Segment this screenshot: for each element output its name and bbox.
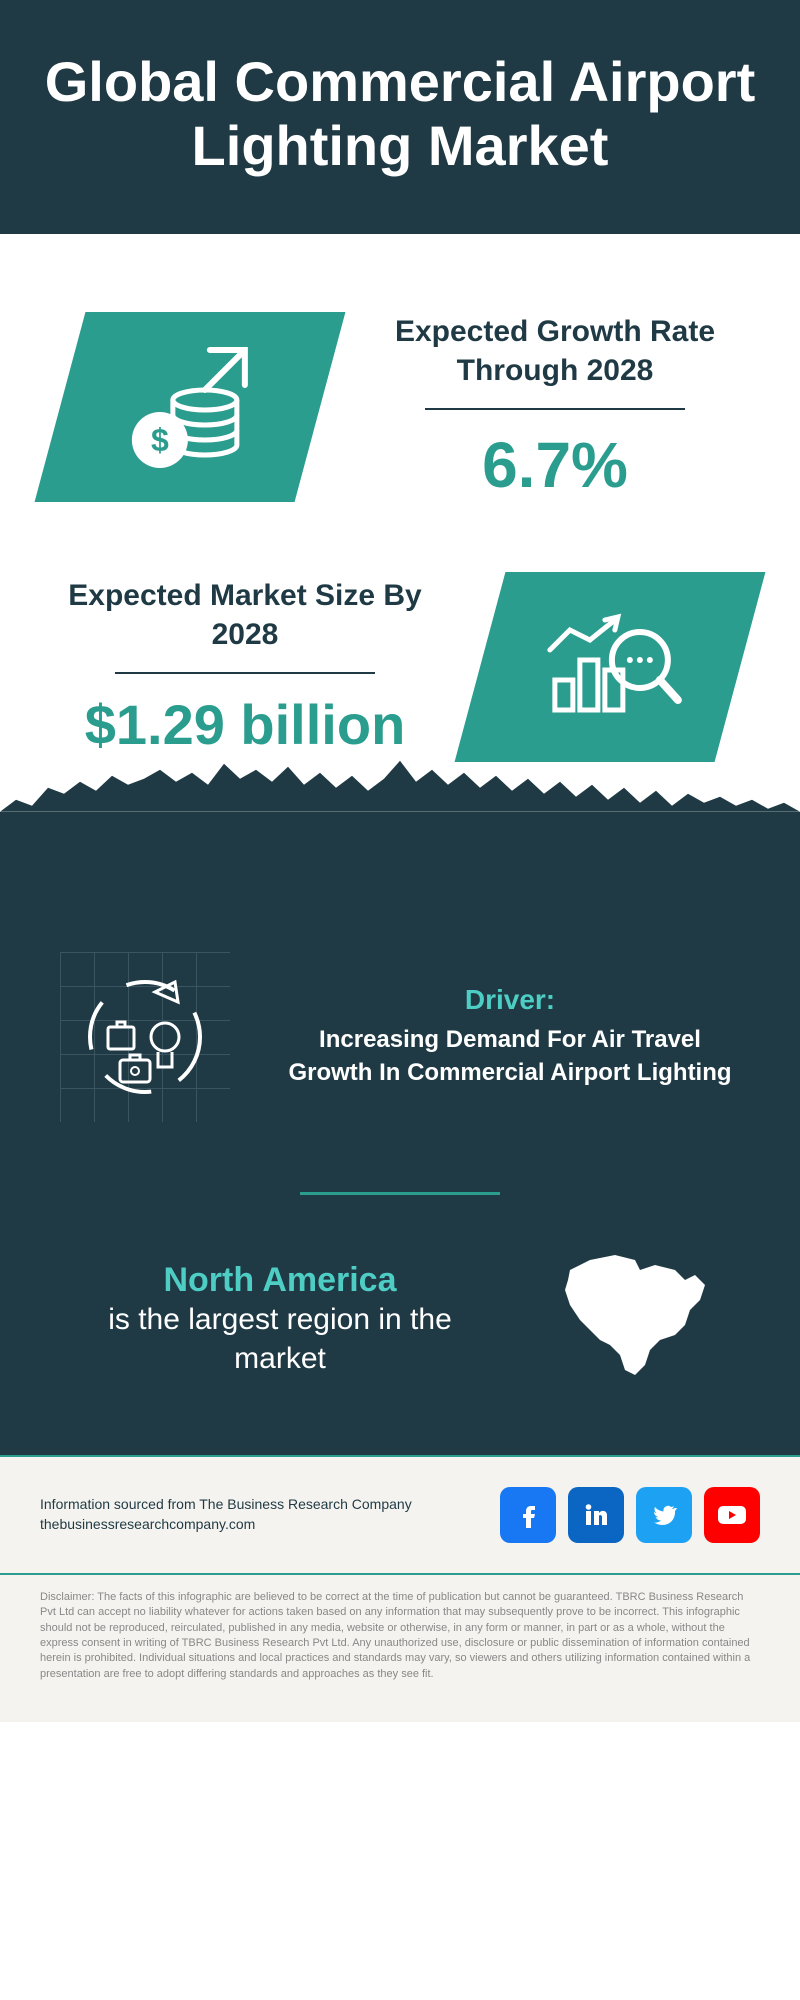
growth-rate-section: $ Expected Growth Rate Through 2028 6.7% bbox=[0, 262, 800, 532]
growth-label: Expected Growth Rate Through 2028 bbox=[370, 312, 740, 390]
divider bbox=[425, 408, 685, 410]
disclaimer-text: Disclaimer: The facts of this infographi… bbox=[0, 1575, 800, 1722]
svg-text:$: $ bbox=[151, 421, 169, 457]
region-description: is the largest region in the market bbox=[60, 1300, 500, 1378]
driver-row: Driver: Increasing Demand For Air Travel… bbox=[60, 952, 740, 1162]
driver-description: Increasing Demand For Air Travel Growth … bbox=[280, 1024, 740, 1089]
analysis-icon-block bbox=[455, 572, 766, 762]
twitter-icon[interactable] bbox=[636, 1487, 692, 1543]
source-attribution: Information sourced from The Business Re… bbox=[40, 1495, 412, 1534]
source-line-2: thebusinessresearchcompany.com bbox=[40, 1515, 412, 1535]
source-line-1: Information sourced from The Business Re… bbox=[40, 1495, 412, 1515]
page-title: Global Commercial Airport Lighting Marke… bbox=[40, 50, 760, 179]
growth-value: 6.7% bbox=[370, 428, 740, 502]
market-stat-block: Expected Market Size By 2028 $1.29 billi… bbox=[60, 576, 430, 757]
money-growth-icon: $ bbox=[110, 334, 270, 474]
region-text-block: North America is the largest region in t… bbox=[60, 1261, 500, 1378]
spacer bbox=[0, 234, 800, 262]
growth-stat-block: Expected Growth Rate Through 2028 6.7% bbox=[370, 312, 740, 502]
linkedin-icon[interactable] bbox=[568, 1487, 624, 1543]
divider bbox=[115, 672, 375, 674]
marketing-icon bbox=[60, 952, 230, 1122]
driver-text-block: Driver: Increasing Demand For Air Travel… bbox=[280, 984, 740, 1089]
footer-band: Information sourced from The Business Re… bbox=[0, 1455, 800, 1575]
market-label: Expected Market Size By 2028 bbox=[60, 576, 430, 654]
social-icons-row bbox=[500, 1487, 760, 1543]
region-name: North America bbox=[60, 1261, 500, 1300]
dark-info-section: Driver: Increasing Demand For Air Travel… bbox=[0, 952, 800, 1455]
city-skyline bbox=[0, 812, 800, 952]
growth-icon-block: $ bbox=[35, 312, 346, 502]
north-america-map-icon bbox=[540, 1245, 740, 1395]
driver-label: Driver: bbox=[280, 984, 740, 1016]
driver-icon-block bbox=[60, 952, 230, 1122]
facebook-icon[interactable] bbox=[500, 1487, 556, 1543]
youtube-icon[interactable] bbox=[704, 1487, 760, 1543]
chart-magnifier-icon bbox=[530, 594, 690, 734]
section-divider bbox=[300, 1192, 500, 1195]
market-value: $1.29 billion bbox=[60, 692, 430, 757]
region-row: North America is the largest region in t… bbox=[60, 1245, 740, 1395]
market-size-section: Expected Market Size By 2028 $1.29 billi… bbox=[0, 532, 800, 792]
header-banner: Global Commercial Airport Lighting Marke… bbox=[0, 0, 800, 234]
